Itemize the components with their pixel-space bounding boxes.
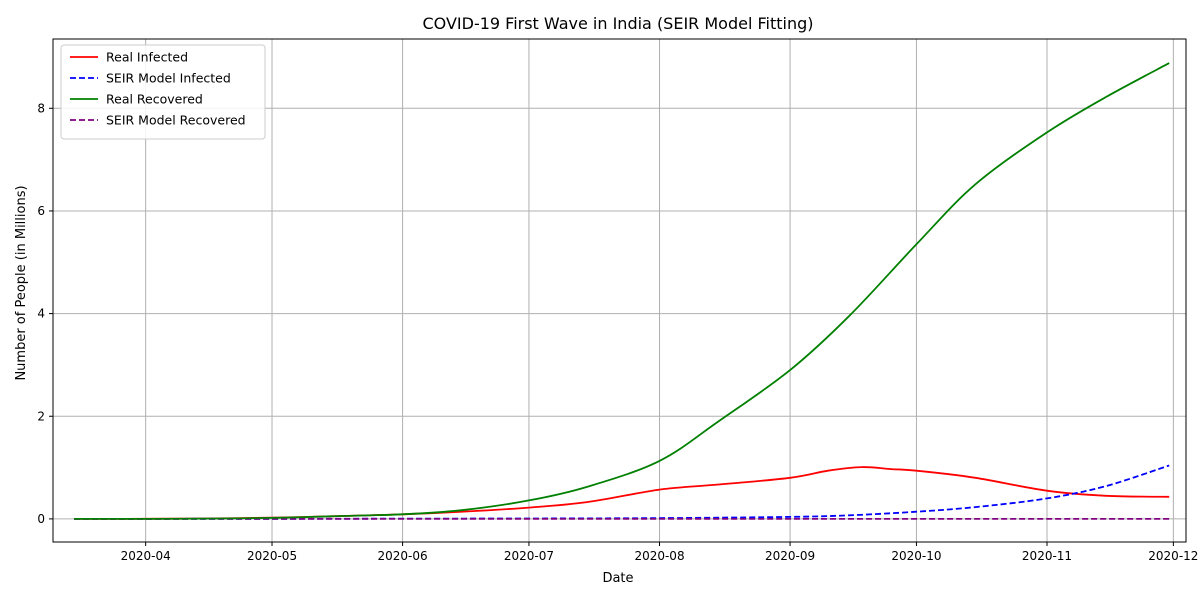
x-tick-label: 2020-09 [765, 549, 815, 563]
x-tick-label: 2020-05 [247, 549, 297, 563]
chart-title: COVID-19 First Wave in India (SEIR Model… [422, 14, 813, 33]
x-axis: 2020-04 2020-05 2020-06 2020-07 2020-08 2020-… [121, 542, 1198, 563]
y-tick-label: 6 [37, 204, 45, 218]
x-tick-label: 2020-11 [1022, 549, 1072, 563]
series-line-real-recovered [74, 62, 1170, 520]
series-layer [74, 62, 1170, 520]
legend: Real Infected SEIR Model Infected Real Rec… [60, 44, 266, 140]
y-axis-label: Number of People (in Millions) [14, 185, 29, 380]
legend-label: SEIR Model Infected [106, 71, 231, 86]
legend-box [60, 44, 266, 140]
y-tick-label: 0 [37, 512, 45, 526]
y-tick-label: 2 [37, 409, 45, 423]
x-tick-label: 2020-06 [378, 549, 428, 563]
x-tick-label: 2020-10 [891, 549, 941, 563]
x-tick-label: 2020-07 [504, 549, 554, 563]
x-tick-label: 2020-08 [634, 549, 684, 563]
legend-label: Real Infected [106, 50, 188, 65]
plot-frame [52, 38, 1187, 543]
legend-label: SEIR Model Recovered [106, 113, 246, 128]
legend-label: Real Recovered [106, 92, 203, 107]
x-tick-label: 2020-04 [121, 549, 171, 563]
y-tick-label: 4 [37, 307, 45, 321]
x-axis-label: Date [602, 571, 633, 586]
y-axis: 0 2 4 6 8 [37, 101, 53, 526]
x-tick-label: 2020-12 [1148, 549, 1198, 563]
y-tick-label: 8 [37, 101, 45, 115]
